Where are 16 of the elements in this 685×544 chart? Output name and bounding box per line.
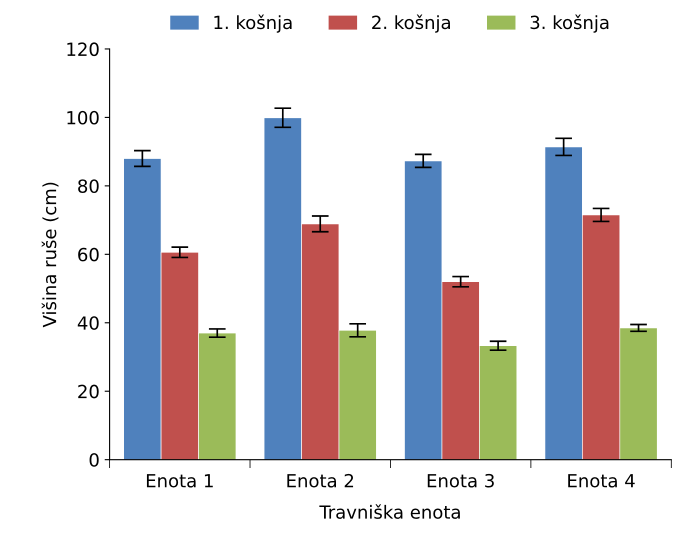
y-tick-label: 80	[78, 179, 99, 193]
x-axis-title: Travniška enota	[319, 504, 460, 519]
legend-label: 1. košnja	[214, 14, 292, 33]
x-tick-label: Enota 4	[568, 474, 635, 488]
x-tick-label: Enota 1	[146, 474, 213, 488]
x-tick-label: Enota 2	[287, 474, 354, 488]
y-tick-label: 60	[78, 248, 99, 262]
y-tick-label: 0	[90, 453, 99, 467]
legend-label: 2. košnja	[372, 14, 450, 33]
y-axis-title: Višina ruše (cm)	[42, 182, 58, 328]
x-tick-label: Enota 3	[428, 474, 494, 488]
y-tick-label: 120	[67, 42, 99, 56]
y-tick-label: 40	[78, 316, 99, 330]
legend-label: 3. košnja	[530, 14, 608, 33]
y-tick-label: 20	[78, 384, 99, 398]
y-tick-label: 100	[67, 110, 99, 125]
